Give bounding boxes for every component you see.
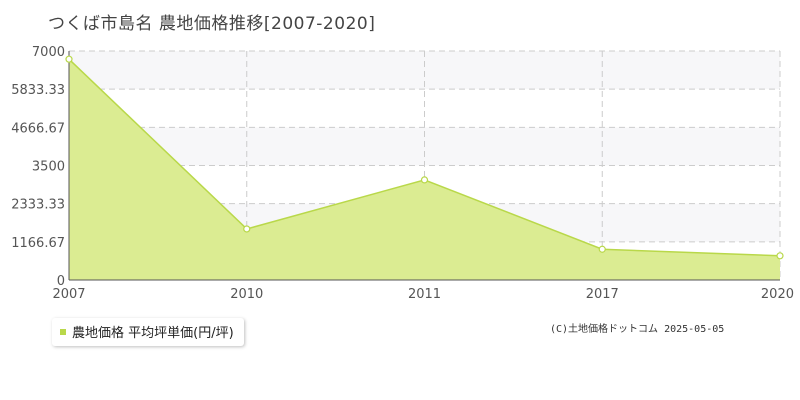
x-tick-label: 2007 (52, 287, 85, 302)
y-tick-label: 5833.33 (11, 83, 65, 98)
y-tick-labels: 0 1166.67 2333.33 3500 4666.67 5833.33 7000 (11, 45, 65, 289)
legend-label: 農地価格 平均坪単価(円/坪) (72, 326, 234, 341)
data-point (243, 225, 251, 233)
legend-swatch (60, 328, 66, 335)
x-tick-label: 2017 (586, 287, 619, 302)
x-tick-label: 2010 (230, 287, 263, 302)
y-tick-label: 0 (57, 274, 65, 289)
grid-lines (69, 50, 781, 280)
axes (68, 51, 780, 281)
data-point (776, 252, 784, 260)
y-tick-label: 4666.67 (11, 121, 65, 136)
series-points (65, 55, 784, 260)
series-area-fill (69, 59, 780, 280)
legend: 農地価格 平均坪単価(円/坪) (52, 318, 244, 346)
chart-title: つくば市島名 農地価格推移[2007-2020] (48, 14, 376, 34)
data-point (420, 176, 429, 184)
data-point (65, 55, 73, 63)
y-tick-label: 2333.33 (11, 198, 65, 213)
y-tick-label: 7000 (32, 45, 65, 60)
x-tick-labels: 2007 2010 2011 2017 2020 (52, 287, 794, 302)
x-tick-label: 2020 (761, 287, 794, 302)
x-tick-label: 2011 (408, 287, 441, 302)
copyright-text: (C)土地価格ドットコム 2025-05-05 (550, 324, 725, 335)
y-tick-label: 1166.67 (11, 236, 65, 251)
data-point (598, 245, 606, 253)
y-tick-label: 3500 (32, 160, 65, 175)
